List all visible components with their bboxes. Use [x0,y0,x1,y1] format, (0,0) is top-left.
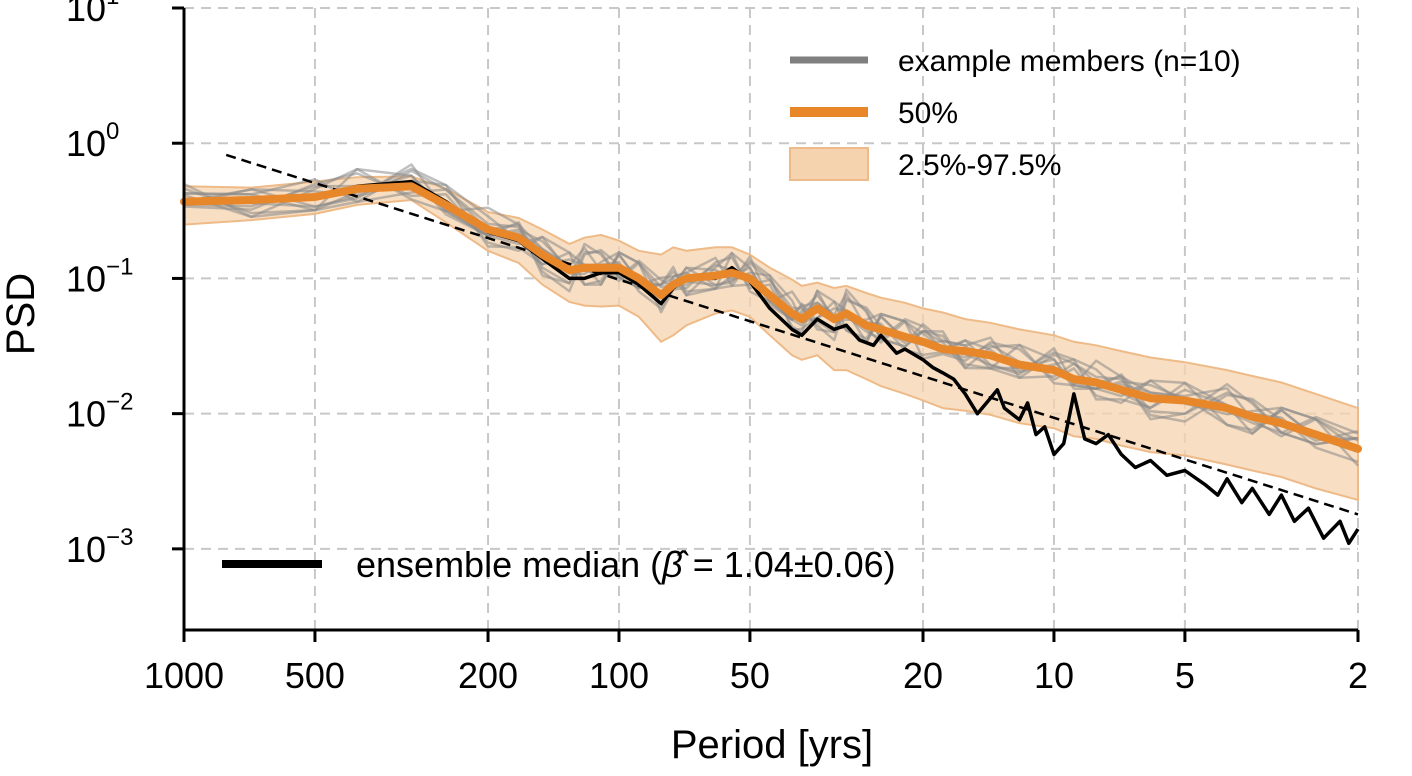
x-tick-label: 200 [458,655,518,696]
x-tick-label: 10 [1034,655,1074,696]
x-tick-label: 50 [730,655,770,696]
y-tick-base: 10 [66,394,106,435]
median-50-line [180,182,1362,453]
x-tick-label: 2 [1348,655,1368,696]
y-tick-label: 101 [66,0,119,29]
y-tick-exponent: −1 [106,253,133,280]
y-tick-exponent: 1 [106,0,119,10]
y-tick-label: 10−1 [66,253,133,299]
y-tick-base: 10 [66,258,106,299]
x-axis-title: Period [yrs] [671,723,873,767]
power-law-fit-line [225,153,1359,516]
y-axis-title: PSD [0,273,43,355]
y-tick-exponent: 0 [106,118,119,145]
x-axis-ticks: 1000 500 200 100 50 20 10 5 2 [144,630,1368,696]
legend-swatch-band [789,147,869,181]
x-tick-label: 5 [1175,655,1195,696]
y-tick-label: 100 [66,118,119,164]
band-2.5-97.5 [183,175,1359,502]
axes [182,8,1358,632]
ensemble-median-legend: ensemble median (β̂ = 1.04±0.06) [222,544,896,585]
ensemble-median-label: ensemble median (β̂ = 1.04±0.06) [356,544,896,585]
x-tick-label: 20 [903,655,943,696]
y-tick-label: 10−3 [66,524,133,570]
legend: example members (n=10) 50% 2.5%-97.5% [789,45,1241,182]
y-tick-exponent: −3 [106,524,133,551]
legend-label: 50% [898,97,958,130]
ensemble-median-line [184,179,1360,546]
x-tick-label: 1000 [144,655,224,696]
y-tick-exponent: −2 [106,389,133,416]
example-member-line [183,167,1359,464]
y-tick-label: 10−2 [66,389,133,435]
uncertainty-band [183,175,1359,502]
y-tick-base: 10 [66,529,106,570]
legend-label: example members (n=10) [898,45,1241,78]
x-tick-label: 100 [589,655,649,696]
y-tick-base: 10 [66,123,106,164]
y-tick-base: 10 [66,0,106,29]
x-tick-label: 500 [285,655,345,696]
y-axis-ticks: 10110010−110−210−3 [66,0,184,570]
legend-label: 2.5%-97.5% [898,149,1061,182]
series-lines [180,153,1362,546]
